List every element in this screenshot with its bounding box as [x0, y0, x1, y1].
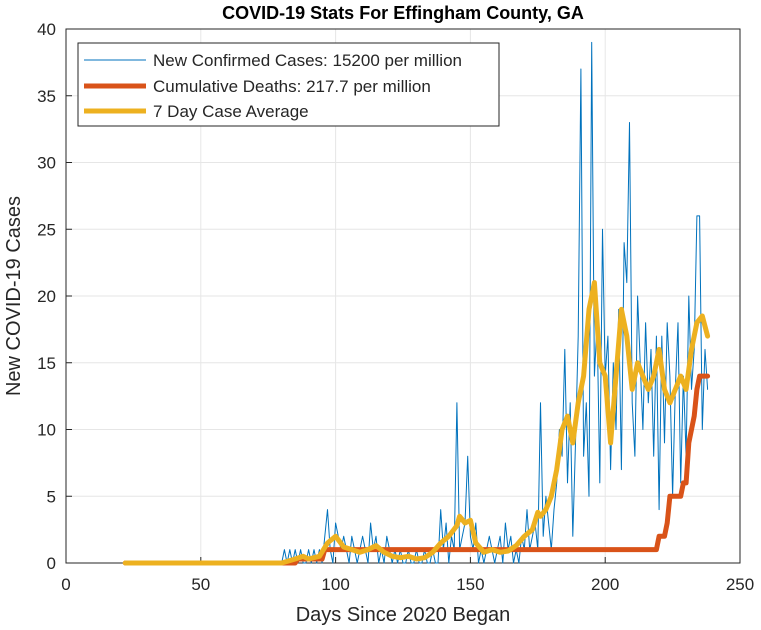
legend-label-new-cases: New Confirmed Cases: 15200 per million: [153, 51, 462, 70]
y-axis-label: New COVID-19 Cases: [3, 196, 25, 396]
y-tick-label: 35: [37, 87, 56, 106]
series-line-average: [122, 280, 711, 566]
x-tick-label: 150: [456, 575, 484, 594]
chart-title: COVID-19 Stats For Effingham County, GA: [222, 3, 584, 23]
x-tick-label: 50: [191, 575, 210, 594]
y-tick-label: 15: [37, 354, 56, 373]
legend-box: [77, 42, 500, 127]
y-tick-label: 5: [47, 487, 56, 506]
x-tick-label: 100: [321, 575, 349, 594]
y-tick-label: 40: [37, 20, 56, 39]
legend: New Confirmed Cases: 15200 per million C…: [77, 42, 500, 127]
y-tick-label: 10: [37, 421, 56, 440]
y-tick-label: 30: [37, 154, 56, 173]
y-axis-ticks: 0 5 10 15 20 25 30 35 40: [37, 20, 72, 573]
x-tick-label: 250: [726, 575, 754, 594]
series-group: [122, 41, 711, 566]
x-tick-label: 200: [591, 575, 619, 594]
x-axis-label: Days Since 2020 Began: [296, 604, 511, 626]
legend-label-average: 7 Day Case Average: [153, 102, 309, 121]
x-tick-label: 0: [61, 575, 70, 594]
y-tick-label: 0: [47, 554, 56, 573]
x-axis-ticks: 0 50 100 150 200 250: [61, 557, 754, 594]
y-tick-label: 20: [37, 287, 56, 306]
legend-label-deaths: Cumulative Deaths: 217.7 per million: [153, 77, 431, 96]
y-tick-label: 25: [37, 220, 56, 239]
